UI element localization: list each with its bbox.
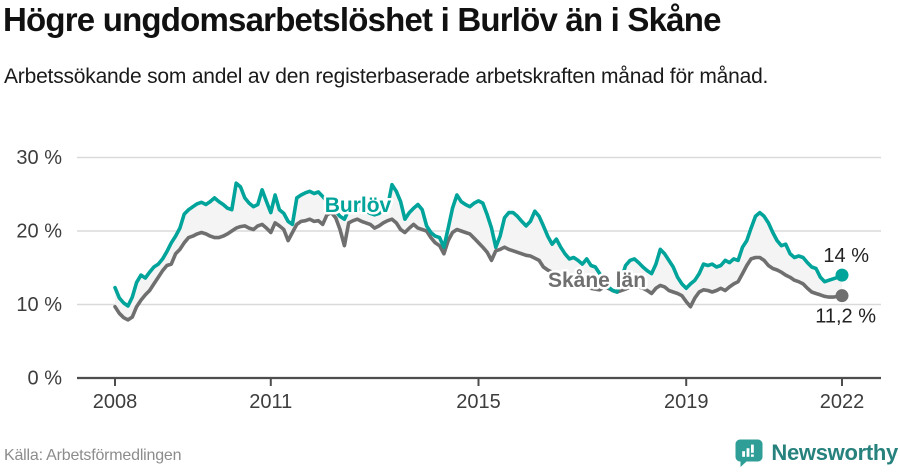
x-tick-label: 2019 (664, 391, 709, 413)
x-tick-label: 2008 (93, 391, 138, 413)
y-tick-label: 20 % (16, 221, 62, 243)
band-fill (115, 183, 842, 320)
y-tick-label: 30 % (16, 147, 62, 169)
newsworthy-logo: Newsworthy (734, 438, 898, 468)
end-dot-skane (835, 289, 849, 303)
series-label-burlov: Burlöv (325, 194, 392, 217)
newsworthy-bar-chart-icon (735, 439, 763, 467)
y-tick-label: 0 % (28, 368, 63, 390)
series-skane-line (113, 210, 844, 322)
newsworthy-wordmark: Newsworthy (771, 440, 898, 465)
x-tick-label: 2022 (820, 391, 865, 413)
end-dot-burlov (835, 268, 849, 282)
series-label-skane: Skåne län (548, 269, 646, 292)
y-tick-label: 10 % (16, 294, 62, 316)
chart-title: Högre ungdomsarbetslöshet i Burlöv än i … (3, 1, 721, 38)
series-burlov-line (113, 181, 844, 308)
x-tick-label: 2015 (456, 391, 501, 413)
source-note: Källa: Arbetsförmedlingen (4, 447, 182, 464)
chart-subtitle: Arbetssökande som andel av den registerb… (4, 65, 769, 88)
end-label-burlov: 14 % (823, 245, 869, 267)
end-label-skane: 11,2 % (815, 306, 876, 328)
x-tick-label: 2011 (249, 391, 292, 413)
